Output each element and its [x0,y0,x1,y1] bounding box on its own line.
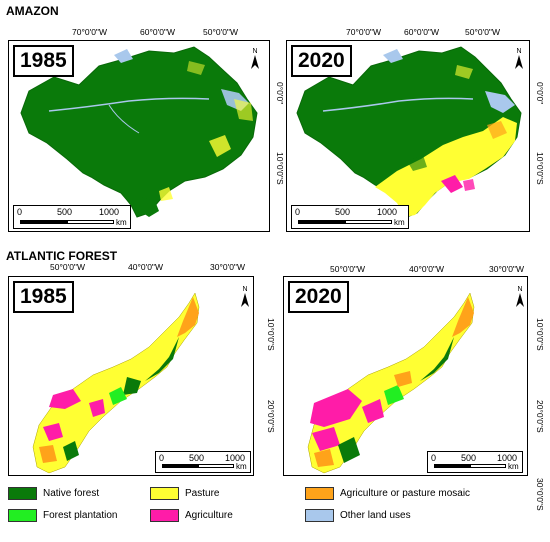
legend-label: Agriculture [185,509,233,521]
scale-1000: 1000 [377,207,398,217]
scale-0: 0 [17,207,23,217]
atlantic-1985-year-label: 1985 [13,281,74,313]
scale-0: 0 [431,453,437,463]
atlantic-2020-lon-label-30w: 30°0'0"W [489,264,524,274]
atlantic-1985-map-panel: 1985 N 0 500 1000 km [8,276,254,476]
legend-item-agriculture: Agriculture [150,508,233,522]
atlantic-lat-label-10s: 10°0'0"S [266,318,276,351]
atlantic-2020-lon-label-40w: 40°0'0"W [409,264,444,274]
amazon-2020-lon-label-50w: 50°0'0"W [465,27,500,37]
amazon-2020-map-panel: 2020 N 0 500 1000 km [286,40,530,232]
amazon-2020-lat-label-0: 0°0'0" [535,82,545,105]
amazon-2020-lon-label-70w: 70°0'0"W [346,27,381,37]
scale-0: 0 [159,453,165,463]
legend-swatch [8,508,37,522]
legend-swatch [305,508,334,522]
amazon-1985-north-arrow: N [249,48,261,71]
north-arrow-icon [516,293,524,307]
legend-label: Forest plantation [43,509,118,521]
atlantic-2020-lon-label-50w: 50°0'0"W [330,264,365,274]
atlantic-section-title: ATLANTIC FOREST [6,249,118,263]
amazon-2020-scalebar: 0 500 1000 km [291,205,409,229]
amazon-lat-label-10s: 10°0'0"S [275,152,285,185]
north-arrow-icon [241,293,249,307]
north-label: N [252,48,258,55]
scale-500: 500 [57,207,73,217]
amazon-2020-north-arrow: N [513,48,525,71]
amazon-2020-year-label: 2020 [291,45,352,77]
legend-item-native-forest: Native forest [8,486,99,500]
legend-swatch [8,486,37,500]
atlantic-2020-north-arrow: N [514,286,526,309]
atlantic-lon-label-50w: 50°0'0"W [50,262,85,272]
amazon-lat-label-0: 0°0'0" [275,82,285,105]
atlantic-2020-lat-label-30s: 30°0'0"S [535,478,545,511]
atlantic-2020-scalebar: 0 500 1000 km [427,451,523,473]
atlantic-1985-map [32,292,200,474]
scale-unit: km [508,462,519,471]
atlantic-2020-map-panel: 2020 N 0 500 1000 km [283,276,528,476]
legend-swatch [305,486,334,500]
scale-1000: 1000 [497,453,518,463]
legend-label: Agriculture or pasture mosaic [340,487,471,499]
legend-label: Native forest [43,487,100,499]
atlantic-2020-lat-label-10s: 10°0'0"S [535,318,545,351]
atlantic-2020-map [307,292,475,474]
legend-label: Pasture [185,487,220,499]
amazon-lon-label-60w: 60°0'0"W [140,27,175,37]
amazon-2020-lat-label-10s: 10°0'0"S [535,152,545,185]
legend-swatch [150,508,179,522]
north-label: N [517,286,523,293]
amazon-section-title: AMAZON [6,4,59,18]
north-label: N [516,48,522,55]
scale-unit: km [116,218,127,227]
scale-unit: km [236,462,247,471]
legend-item-other-land-uses: Other land uses [305,508,411,522]
atlantic-lat-label-20s: 20°0'0"S [266,400,276,433]
atlantic-lon-label-30w: 30°0'0"W [210,262,245,272]
legend-item-forest-plantation: Forest plantation [8,508,118,522]
north-label: N [242,286,248,293]
legend-item-pasture: Pasture [150,486,219,500]
amazon-lon-label-70w: 70°0'0"W [72,27,107,37]
amazon-1985-year-label: 1985 [13,45,74,77]
atlantic-lon-label-40w: 40°0'0"W [128,262,163,272]
north-arrow-icon [251,55,259,69]
atlantic-2020-lat-label-20s: 20°0'0"S [535,400,545,433]
scale-1000: 1000 [225,453,246,463]
amazon-lon-label-50w: 50°0'0"W [203,27,238,37]
scale-500: 500 [461,453,477,463]
amazon-1985-map [20,46,258,218]
scale-500: 500 [189,453,205,463]
scale-unit: km [394,218,405,227]
atlantic-1985-scalebar: 0 500 1000 km [155,451,251,473]
atlantic-2020-year-label: 2020 [288,281,349,313]
amazon-1985-scalebar: 0 500 1000 km [13,205,131,229]
amazon-1985-map-panel: 1985 N 0 500 1000 km [8,40,270,232]
amazon-2020-map [296,46,522,218]
legend-label: Other land uses [340,509,411,521]
scale-1000: 1000 [99,207,120,217]
scale-0: 0 [295,207,301,217]
scale-500: 500 [335,207,351,217]
legend-item-agriculture-pasture-mosaic: Agriculture or pasture mosaic [305,486,470,500]
north-arrow-icon [515,55,523,69]
amazon-2020-lon-label-60w: 60°0'0"W [404,27,439,37]
legend-swatch [150,486,179,500]
atlantic-1985-north-arrow: N [239,286,251,309]
